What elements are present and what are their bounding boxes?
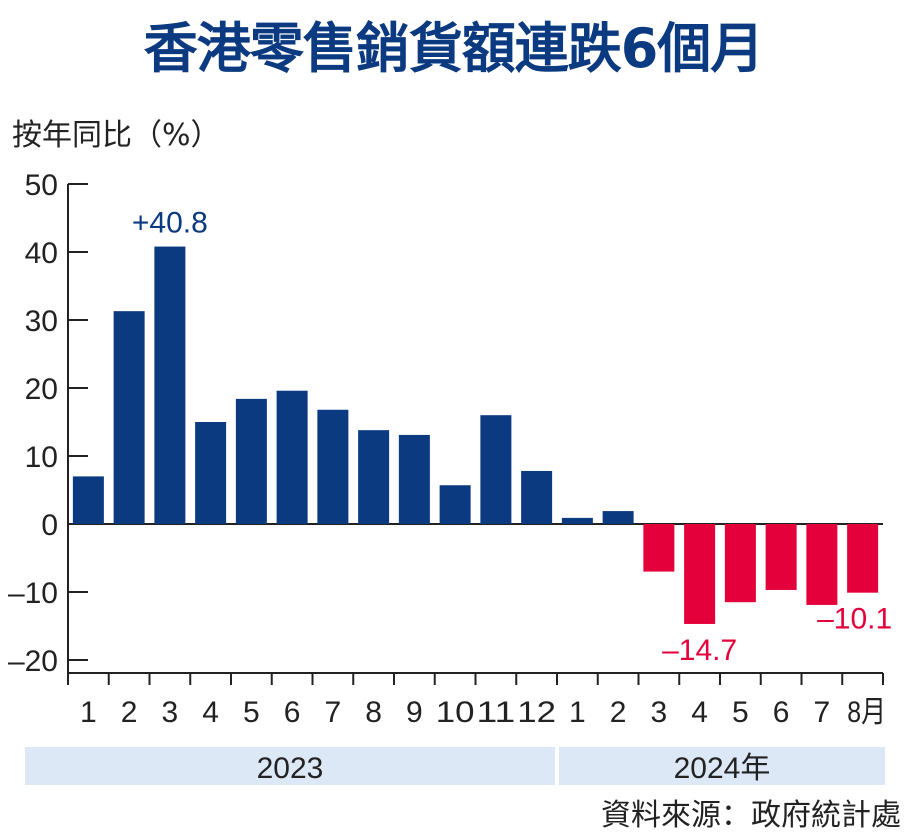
x-tick-label: 2 xyxy=(610,696,627,729)
bar xyxy=(561,517,593,524)
x-tick-label: 7 xyxy=(325,696,342,729)
y-tick-label: 10 xyxy=(25,441,58,474)
x-tick-label: 11 xyxy=(477,696,516,729)
source-note: 資料來源：政府統計處 xyxy=(601,798,901,833)
x-tick-label: 10 xyxy=(436,696,475,729)
bar xyxy=(684,524,716,624)
y-tick-label: 20 xyxy=(25,373,58,406)
bar xyxy=(317,409,349,524)
data-label: +40.8 xyxy=(132,207,208,240)
bar xyxy=(72,476,104,524)
year-label: 2023 xyxy=(257,752,324,785)
bar xyxy=(480,415,512,524)
bar xyxy=(398,434,430,524)
x-tick-label: 2 xyxy=(121,696,138,729)
x-tick-label: 12 xyxy=(517,696,556,729)
bar xyxy=(724,524,756,603)
bar xyxy=(643,524,675,572)
data-label: –10.1 xyxy=(817,603,892,636)
year-label: 2024年 xyxy=(674,752,771,785)
x-tick-label: 1 xyxy=(569,696,586,729)
bar xyxy=(113,311,145,524)
x-tick-label: 5 xyxy=(243,696,260,729)
y-tick-label: –10 xyxy=(8,577,58,610)
x-tick-label: 3 xyxy=(651,696,668,729)
x-tick-label: 3 xyxy=(162,696,179,729)
x-tick-label: 8 xyxy=(365,696,382,729)
bar xyxy=(765,524,797,590)
chart-title: 香港零售銷貨額連跌6個月 xyxy=(143,17,765,80)
year-band xyxy=(559,747,885,785)
bar xyxy=(521,470,553,524)
bar xyxy=(358,430,390,524)
x-tick-label: 4 xyxy=(691,696,708,729)
y-tick-label: 40 xyxy=(25,237,58,270)
y-tick-label: 0 xyxy=(41,509,58,542)
bar xyxy=(806,524,838,605)
data-label: –14.7 xyxy=(662,634,737,667)
bar xyxy=(154,246,186,524)
x-tick-label: 1 xyxy=(80,696,97,729)
y-tick-label: 30 xyxy=(25,305,58,338)
x-tick-label: 9 xyxy=(406,696,423,729)
bar xyxy=(847,524,879,593)
bar xyxy=(235,398,267,524)
x-tick-label: 7 xyxy=(814,696,831,729)
x-tick-label: 6 xyxy=(284,696,301,729)
x-tick-label: 6 xyxy=(773,696,790,729)
year-band xyxy=(25,747,555,785)
y-tick-label: 50 xyxy=(25,169,58,202)
bar xyxy=(602,511,634,524)
bar xyxy=(195,422,227,524)
x-tick-label: 8月 xyxy=(847,696,886,729)
x-tick-label: 5 xyxy=(732,696,749,729)
x-tick-label: 4 xyxy=(202,696,219,729)
y-axis-label: 按年同比（%） xyxy=(12,118,221,153)
bar xyxy=(276,390,308,524)
bar xyxy=(439,485,471,524)
y-tick-label: –20 xyxy=(8,645,58,678)
